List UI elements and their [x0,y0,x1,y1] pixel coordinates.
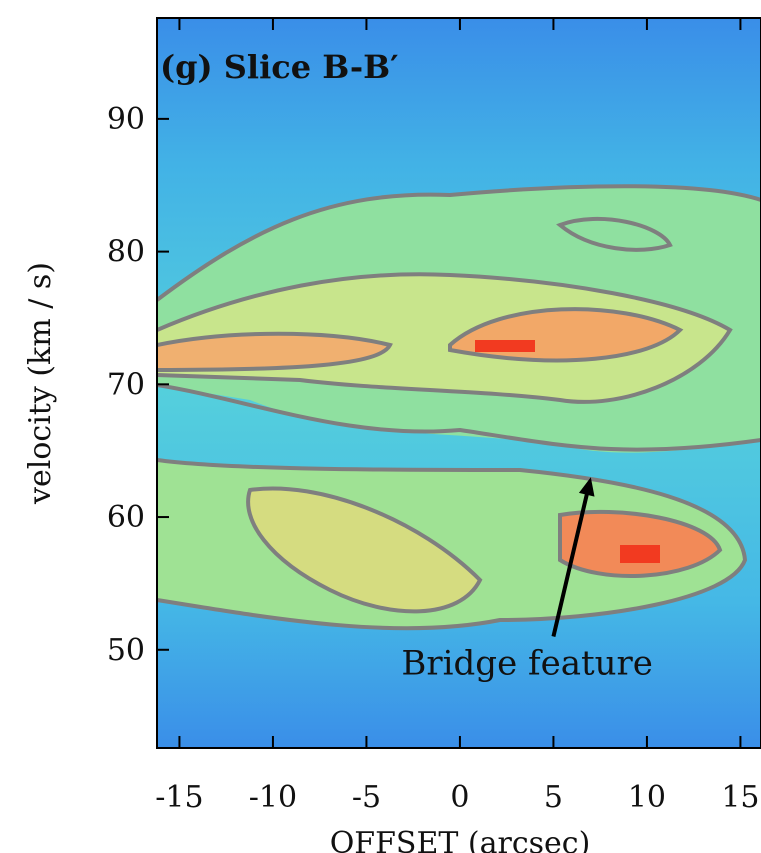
y-tick-label: 70 [107,367,145,402]
heatmap-image [157,18,761,748]
x-tick-label: 5 [544,780,563,815]
annotation-arrowhead [578,477,595,497]
x-tick-label: -15 [155,780,203,815]
y-tick-label: 60 [107,500,145,535]
x-tick-label: 0 [450,780,469,815]
chart-title: (g) Slice B-B′ [160,48,399,86]
y-tick-label: 80 [107,235,145,270]
annotation-text: Bridge feature [401,644,652,684]
y-axis-label: velocity (km / s) [23,262,58,505]
x-tick-label: -10 [249,780,297,815]
x-tick-label: 15 [721,780,759,815]
x-tick-label: 10 [628,780,666,815]
x-tick-label: -5 [352,780,381,815]
annotation-arrow [551,490,590,637]
y-tick-label: 50 [107,633,145,668]
y-tick-label: 90 [107,102,145,137]
x-axis-label: OFFSET (arcsec) [330,826,591,853]
